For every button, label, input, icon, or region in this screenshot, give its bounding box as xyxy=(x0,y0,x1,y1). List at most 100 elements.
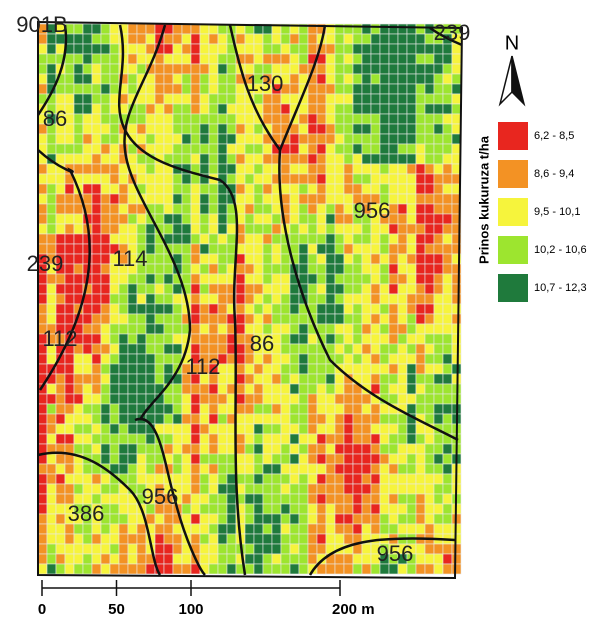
yield-cell xyxy=(199,133,210,145)
yield-cell xyxy=(343,293,354,305)
yield-cell xyxy=(163,43,174,55)
yield-cell xyxy=(181,193,192,205)
yield-cell xyxy=(127,153,138,165)
yield-cell xyxy=(235,113,246,125)
yield-cell xyxy=(280,503,291,515)
yield-cell xyxy=(451,363,462,375)
yield-cell xyxy=(397,93,408,105)
yield-cell xyxy=(91,133,102,145)
yield-cell xyxy=(388,273,399,285)
yield-cell xyxy=(217,113,228,125)
yield-cell xyxy=(397,253,408,265)
yield-cell xyxy=(82,153,93,165)
yield-cell xyxy=(316,473,327,485)
yield-cell xyxy=(280,173,291,185)
yield-cell xyxy=(109,533,120,545)
yield-cell xyxy=(109,413,120,425)
yield-cell xyxy=(145,343,156,355)
yield-cell xyxy=(289,53,300,65)
yield-cell xyxy=(298,243,309,255)
yield-cell xyxy=(235,443,246,455)
yield-cell xyxy=(361,243,372,255)
yield-cell xyxy=(289,133,300,145)
yield-cell xyxy=(406,43,417,55)
yield-cell xyxy=(181,423,192,435)
yield-cell xyxy=(208,403,219,415)
yield-cell xyxy=(289,563,300,575)
yield-cell xyxy=(136,563,147,575)
yield-cell xyxy=(379,333,390,345)
yield-cell xyxy=(199,53,210,65)
yield-cell xyxy=(82,533,93,545)
yield-cell xyxy=(325,173,336,185)
yield-cell xyxy=(100,63,111,75)
yield-cell xyxy=(424,243,435,255)
yield-cell xyxy=(190,463,201,475)
yield-cell xyxy=(163,553,174,565)
yield-cell xyxy=(316,273,327,285)
yield-cell xyxy=(100,43,111,55)
yield-cell xyxy=(64,473,75,485)
yield-cell xyxy=(289,353,300,365)
legend-label: 10,7 - 12,3 xyxy=(534,282,587,294)
yield-cell xyxy=(181,213,192,225)
yield-cell xyxy=(424,123,435,135)
yield-cell xyxy=(199,263,210,275)
yield-cell xyxy=(82,63,93,75)
yield-cell xyxy=(334,193,345,205)
yield-cell xyxy=(37,493,48,505)
yield-cell xyxy=(82,443,93,455)
yield-cell xyxy=(289,33,300,45)
yield-cell xyxy=(343,463,354,475)
yield-cell xyxy=(172,523,183,535)
yield-cell xyxy=(253,393,264,405)
yield-cell xyxy=(406,333,417,345)
yield-cell xyxy=(307,223,318,235)
yield-cell xyxy=(451,563,462,575)
yield-cell xyxy=(307,293,318,305)
yield-cell xyxy=(190,333,201,345)
yield-cell xyxy=(388,353,399,365)
yield-cell xyxy=(118,423,129,435)
yield-cell xyxy=(325,313,336,325)
yield-cell xyxy=(37,533,48,545)
yield-cell xyxy=(154,133,165,145)
yield-cell xyxy=(100,133,111,145)
yield-cell xyxy=(127,273,138,285)
yield-cell xyxy=(397,423,408,435)
yield-cell xyxy=(433,53,444,65)
yield-cell xyxy=(280,493,291,505)
yield-cell xyxy=(199,233,210,245)
yield-cell xyxy=(181,393,192,405)
yield-cell xyxy=(442,103,453,115)
yield-cell xyxy=(253,143,264,155)
yield-cell xyxy=(406,213,417,225)
yield-cell xyxy=(343,113,354,125)
yield-cell xyxy=(316,403,327,415)
yield-cell xyxy=(199,553,210,565)
yield-cell xyxy=(361,163,372,175)
yield-cell xyxy=(145,513,156,525)
yield-cell xyxy=(271,413,282,425)
yield-cell xyxy=(55,503,66,515)
yield-cell xyxy=(379,413,390,425)
yield-cell xyxy=(244,153,255,165)
yield-cell xyxy=(361,293,372,305)
yield-cell xyxy=(217,243,228,255)
yield-cell xyxy=(316,193,327,205)
yield-cell xyxy=(289,403,300,415)
yield-cell xyxy=(352,563,363,575)
yield-cell xyxy=(55,523,66,535)
yield-cell xyxy=(442,153,453,165)
yield-cell xyxy=(163,263,174,275)
yield-cell xyxy=(190,443,201,455)
yield-cell xyxy=(433,83,444,95)
yield-cell xyxy=(415,513,426,525)
yield-cell xyxy=(46,203,57,215)
yield-cell xyxy=(55,203,66,215)
yield-cell xyxy=(109,373,120,385)
yield-cell xyxy=(181,463,192,475)
yield-cell xyxy=(199,343,210,355)
yield-cell xyxy=(271,553,282,565)
yield-cell xyxy=(127,503,138,515)
